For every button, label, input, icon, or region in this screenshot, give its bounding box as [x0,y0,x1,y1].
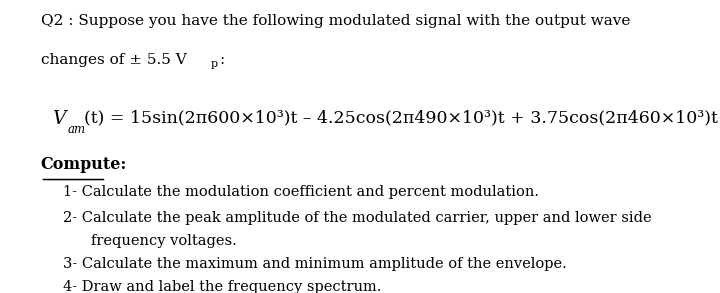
Text: changes of ± 5.5 V: changes of ± 5.5 V [40,53,186,67]
Text: 2- Calculate the peak amplitude of the modulated carrier, upper and lower side: 2- Calculate the peak amplitude of the m… [63,210,652,224]
Text: :: : [220,53,225,67]
Text: 1- Calculate the modulation coefficient and percent modulation.: 1- Calculate the modulation coefficient … [63,185,539,199]
Text: frequency voltages.: frequency voltages. [91,234,237,248]
Text: p: p [211,59,218,69]
Text: am: am [68,123,86,136]
Text: 4- Draw and label the frequency spectrum.: 4- Draw and label the frequency spectrum… [63,280,381,293]
Text: (t) = 15sin(2π600×10³)t – 4.25cos(2π490×10³)t + 3.75cos(2π460×10³)t: (t) = 15sin(2π600×10³)t – 4.25cos(2π490×… [84,110,718,127]
Text: 3- Calculate the maximum and minimum amplitude of the envelope.: 3- Calculate the maximum and minimum amp… [63,257,567,271]
Text: Compute:: Compute: [40,156,127,173]
Text: Q2 : Suppose you have the following modulated signal with the output wave: Q2 : Suppose you have the following modu… [40,14,630,28]
Text: V: V [52,110,66,128]
